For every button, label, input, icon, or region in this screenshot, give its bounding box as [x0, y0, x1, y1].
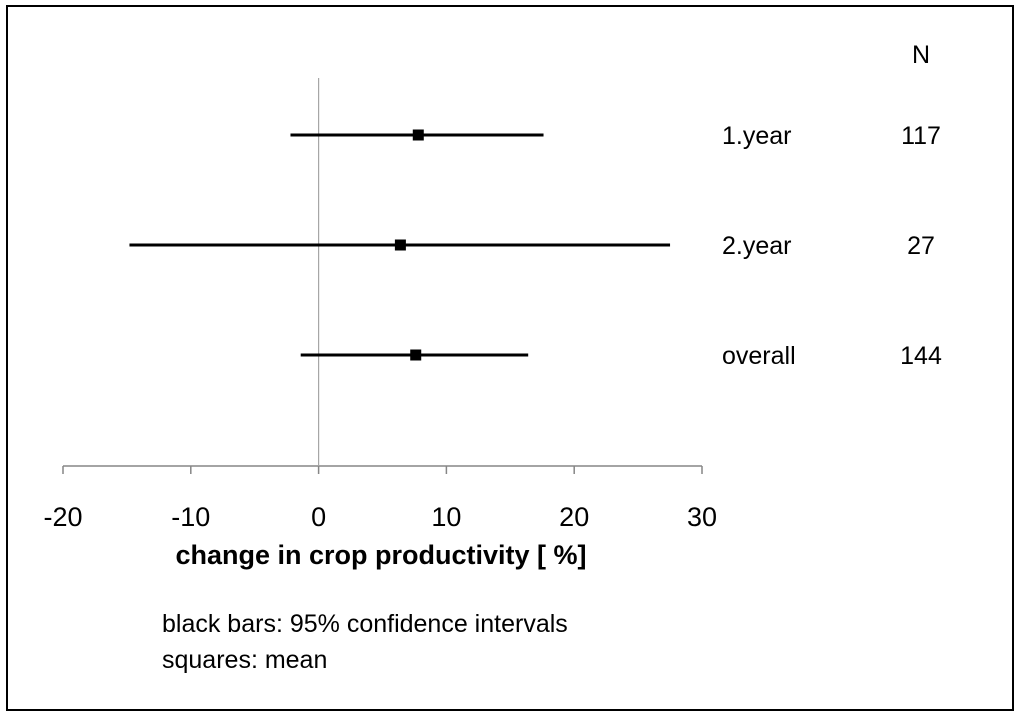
n-column-header: N: [912, 41, 930, 69]
x-tick-label: 20: [559, 502, 589, 532]
note-mean-squares: squares: mean: [162, 646, 328, 674]
mean-square-marker: [394, 239, 406, 251]
row-label: overall: [722, 342, 796, 370]
x-tick-label: 0: [311, 502, 326, 532]
row-n-value: 144: [900, 342, 942, 370]
row-n-value: 27: [907, 232, 935, 260]
row-label: 2.year: [722, 232, 791, 260]
row-label: 1.year: [722, 122, 791, 150]
note-confidence-intervals: black bars: 95% confidence intervals: [162, 610, 568, 638]
plot-rows: 1.year 117 2.year 27 overall 144: [129, 122, 942, 370]
x-axis-title: change in crop productivity [ %]: [175, 540, 587, 570]
x-tick-label: -10: [171, 502, 210, 532]
mean-square-marker: [412, 129, 424, 141]
x-axis: -20 -10 0 10 20 30: [43, 465, 717, 532]
row-n-value: 117: [901, 122, 941, 150]
x-tick-label: 10: [431, 502, 461, 532]
forest-row: 2.year 27: [129, 232, 935, 260]
x-tick-label: -20: [43, 502, 82, 532]
x-tick-label: 30: [687, 502, 717, 532]
chart-frame: [6, 5, 1014, 711]
mean-square-marker: [410, 349, 422, 361]
forest-row: overall 144: [300, 342, 942, 370]
forest-row: 1.year 117: [290, 122, 941, 150]
